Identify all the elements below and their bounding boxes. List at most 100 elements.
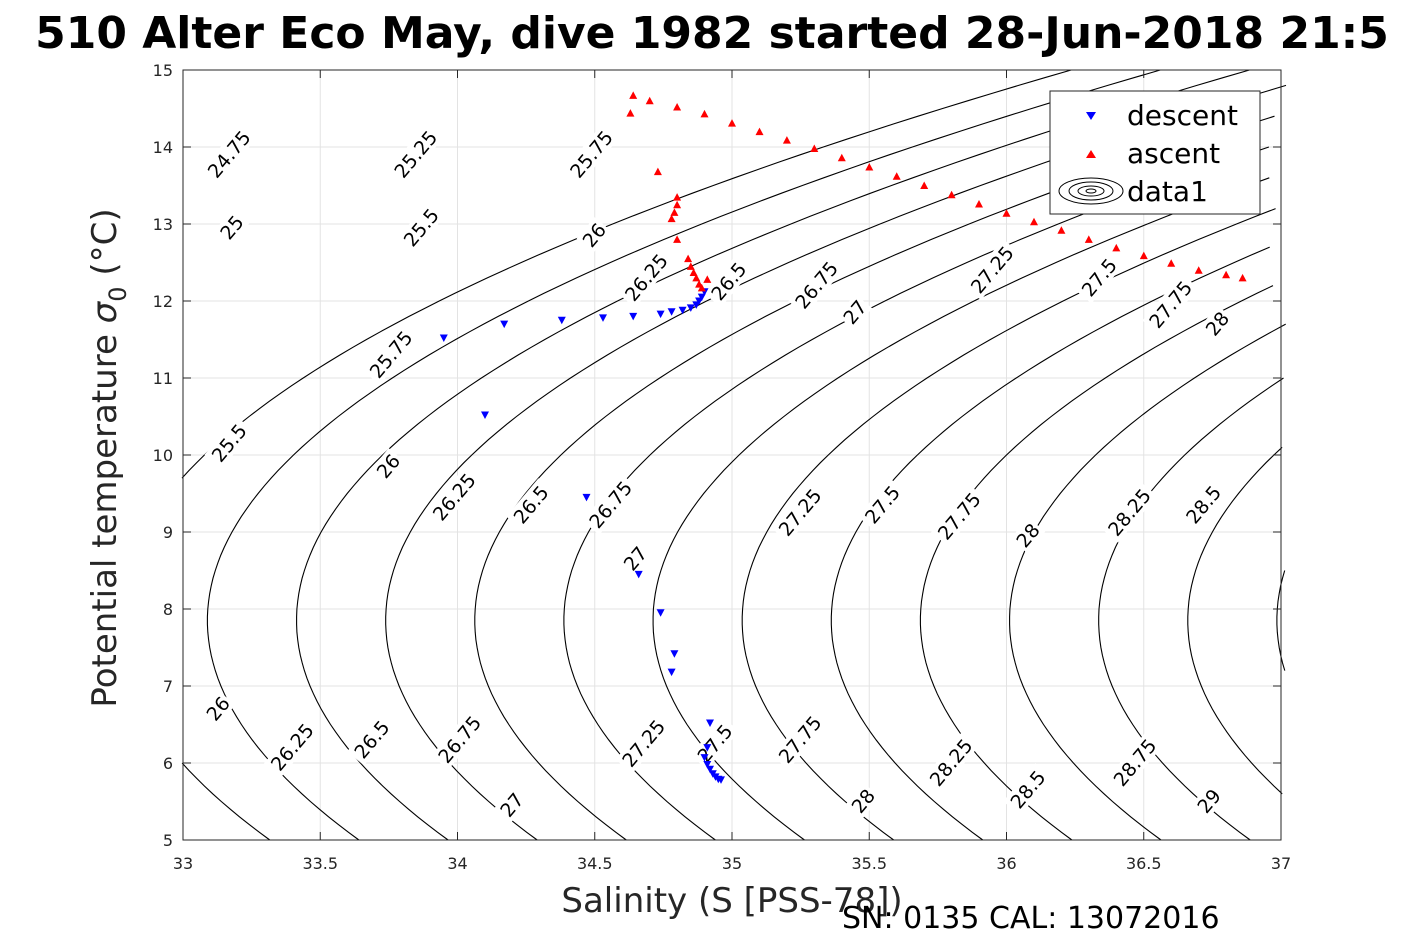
x-tick-label: 35.5 [851, 854, 887, 873]
ascent-marker [1222, 270, 1231, 279]
contour-label: 27.75 [771, 708, 828, 770]
contour-label-background [264, 716, 321, 778]
legend: descent ascent data1 [1049, 90, 1261, 215]
contour-label-background [922, 731, 979, 793]
contour-label-text: 26.75 [585, 477, 637, 533]
serial-calibration-footer: SN: 0135 CAL: 13072016 [842, 901, 1220, 936]
contour-label: 27 [494, 786, 530, 823]
descent-marker [439, 334, 448, 342]
density-contour-line [1098, 377, 1284, 841]
contour-label-background [931, 485, 988, 547]
ascent-marker [728, 119, 736, 127]
contour-label: 27.5 [857, 478, 907, 531]
ascent-marker [697, 283, 706, 292]
contour-label-background [1178, 478, 1228, 531]
y-tick-label: 8 [163, 600, 173, 619]
contour-label-background [576, 217, 612, 253]
y-tick-label: 12 [153, 292, 173, 311]
ascent-marker [684, 254, 693, 263]
contour-label: 25 [214, 209, 250, 246]
contour-label-background [857, 478, 907, 531]
contour-label: 26 [200, 690, 236, 727]
contour-label-background [1003, 763, 1053, 816]
ascent-marker [920, 181, 929, 189]
contour-label-text: 26.25 [267, 720, 319, 776]
ascent-marker [947, 190, 956, 199]
ascent-marker [810, 144, 819, 152]
y-axis-label-subscript: 0 [104, 286, 132, 301]
density-contour-line [741, 208, 1276, 841]
contour-label-background [582, 474, 639, 535]
ascent-marker [670, 208, 679, 216]
contour-label-background [214, 209, 250, 246]
contour-label: 27 [837, 294, 873, 330]
contour-label: 26 [370, 448, 406, 484]
y-axis-label-main: Potential temperature [85, 323, 125, 707]
contour-label-background [506, 478, 556, 531]
ascent-marker [692, 273, 701, 282]
descent-marker [697, 293, 706, 302]
contour-label: 27.75 [1142, 273, 1199, 335]
contour-label-background [618, 246, 675, 308]
contour-label: 27.5 [690, 716, 740, 770]
ascent-marker [892, 172, 901, 180]
legend-descent-label: descent [1127, 99, 1238, 132]
contour-label-text: 27 [496, 789, 528, 822]
descent-marker [667, 668, 676, 677]
contour-label: 28.25 [1101, 481, 1158, 543]
contour-label-text: 27 [620, 543, 652, 576]
contour-label: 26.5 [347, 713, 397, 766]
contour-label-background [200, 690, 236, 727]
descent-marker [656, 310, 665, 319]
legend-descent-marker [1086, 112, 1096, 120]
contour-label-text: 26 [202, 693, 234, 726]
ascent-marker [629, 91, 638, 99]
y-tick-label: 6 [163, 754, 173, 773]
legend-data1-label: data1 [1127, 175, 1208, 208]
x-tick-label: 33.5 [302, 854, 338, 873]
contour-label-background [200, 123, 257, 185]
contour-label-text: 25.25 [390, 127, 442, 183]
contour-label-background [431, 708, 488, 770]
contour-label: 26.25 [426, 466, 483, 528]
descent-marker [706, 765, 714, 774]
ascent-marker [645, 96, 654, 105]
x-tick-label: 35 [722, 854, 742, 873]
contour-label-background [563, 123, 620, 185]
density-contour-line [474, 115, 1275, 841]
y-axis-label-sigma: σ [85, 300, 125, 323]
contour-label-background [845, 783, 881, 819]
ascent-marker [1194, 266, 1203, 274]
x-tick-label: 36 [996, 854, 1016, 873]
descent-marker [703, 744, 712, 752]
contour-label: 25.5 [204, 416, 254, 469]
x-tick-label: 36.5 [1126, 854, 1162, 873]
x-tick-label: 34 [447, 854, 467, 873]
density-contour-line [296, 69, 1250, 841]
descent-marker [703, 761, 712, 769]
descent-marker [706, 719, 714, 727]
ascent-marker [782, 136, 791, 144]
y-tick-label: 15 [153, 61, 173, 80]
descent-marker [500, 320, 509, 329]
contour-label-text: 28 [848, 785, 880, 818]
contour-label: 25.25 [387, 123, 444, 185]
contour-label-background [362, 323, 419, 385]
contour-labels: 24.75 25.25 25.75 25 25.5 26 26.25 26.5 26.75 25.… [200, 123, 1235, 823]
ascent-marker [1139, 251, 1148, 260]
contour-label-background [370, 448, 406, 484]
descent-marker [634, 570, 643, 579]
descent-marker [481, 411, 489, 419]
contour-label: 26.75 [582, 474, 639, 535]
contour-label: 26.25 [264, 716, 321, 778]
contour-label-background [617, 540, 653, 577]
descent-marker [599, 314, 607, 322]
contour-label-background [1106, 731, 1163, 793]
contour-label-background [1010, 517, 1046, 554]
contour-label-background [1074, 251, 1124, 304]
y-tick-label: 5 [163, 831, 173, 850]
density-contour-line [919, 285, 1274, 841]
contour-label-background [347, 713, 397, 766]
contour-label-text: 26.75 [434, 712, 486, 768]
contour-label-background [615, 712, 672, 774]
